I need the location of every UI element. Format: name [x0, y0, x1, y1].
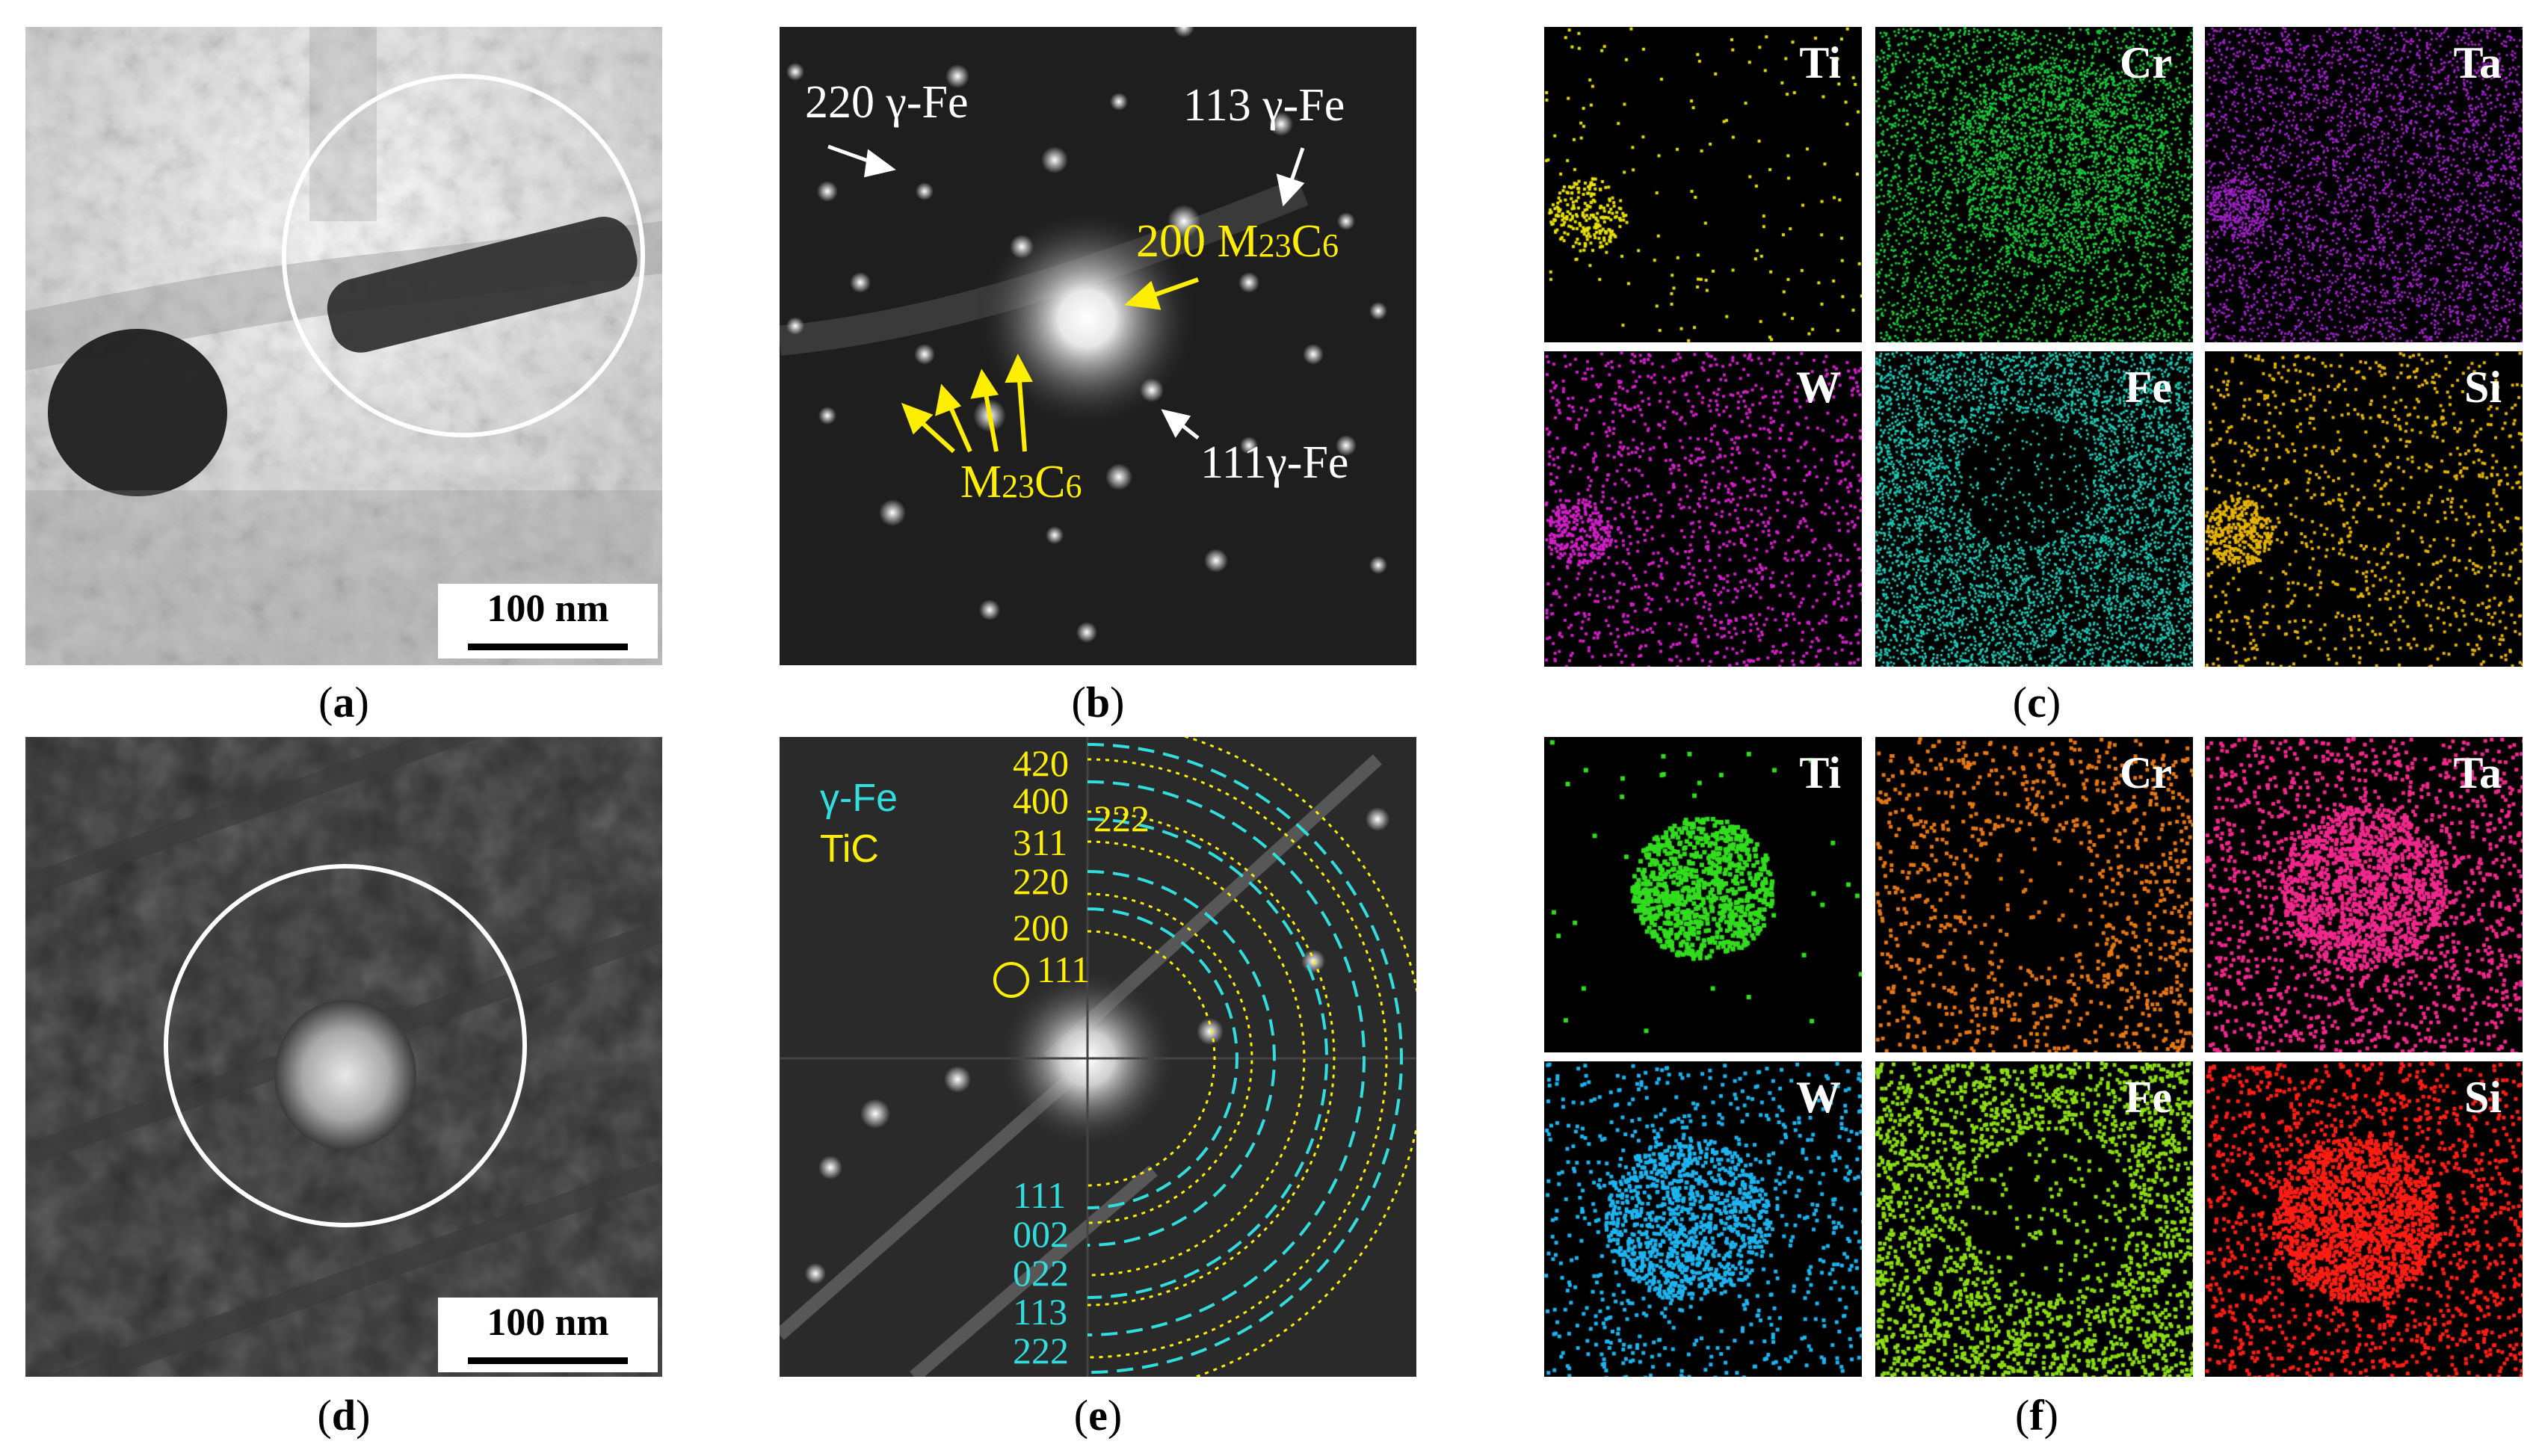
- element-label: W: [1796, 363, 1841, 412]
- caption-c: (c): [2012, 678, 2061, 727]
- gamma-fe-ring-label: 113: [1013, 1291, 1068, 1333]
- element-label: Ta: [2453, 38, 2502, 87]
- element-label: Si: [2464, 363, 2502, 412]
- gamma-fe-ring: [1087, 780, 1366, 1336]
- label-220-gamma-fe: 220 γ-Fe: [805, 77, 969, 128]
- caption-b: (b): [1071, 678, 1125, 727]
- gamma-fe-ring-label: 022: [1013, 1252, 1069, 1294]
- tic-ring-label: 220: [1013, 860, 1069, 902]
- eds-map-dots: [1544, 351, 1862, 667]
- tic-ring-label: 400: [1013, 780, 1069, 821]
- caption-a: (a): [318, 678, 369, 727]
- eds-map-f-tile: Ta: [2205, 737, 2523, 1052]
- tic-111-spot-circle: [993, 962, 1029, 998]
- eds-map-f-tile: W: [1544, 1061, 1862, 1377]
- tic-ring: [1087, 758, 1388, 1359]
- gamma-fe-ring-label: 002: [1013, 1213, 1069, 1255]
- tic-ring-label: 111: [1037, 948, 1090, 990]
- element-label: Fe: [2124, 363, 2172, 412]
- gamma-fe-ring: [1087, 907, 1238, 1209]
- eds-map-dots: [1875, 1061, 2193, 1377]
- scale-bar-label: 100 nm: [487, 587, 609, 630]
- gamma-fe-ring-label: 222: [1013, 1330, 1069, 1372]
- caption-d: (d): [317, 1391, 371, 1440]
- selected-area-circle: [164, 864, 527, 1227]
- caption-e: (e): [1073, 1391, 1123, 1440]
- tic-ring: [1182, 737, 1416, 1377]
- eds-map-dots: [1544, 1061, 1862, 1377]
- gamma-fe-ring: [1087, 818, 1328, 1299]
- eds-map-dots: [1875, 27, 2193, 342]
- eds-map-c-tile: Ta: [2205, 27, 2523, 342]
- label-200-m23c6: 200 M23C6: [1136, 216, 1339, 267]
- eds-map-c-tile: Si: [2205, 351, 2523, 667]
- legend-tic: TiC: [820, 827, 879, 871]
- label-m23c6: M23C6: [960, 457, 1082, 508]
- eds-map-dots: [2205, 737, 2523, 1052]
- element-label: W: [1796, 1073, 1841, 1122]
- tic-ring-label: 311: [1013, 821, 1068, 863]
- element-label: Ta: [2453, 748, 2502, 798]
- eds-map-c-tile: Cr: [1875, 27, 2193, 342]
- label-113-gamma-fe: 113 γ-Fe: [1183, 80, 1345, 131]
- eds-map-c-tile: W: [1544, 351, 1862, 667]
- tic-ring: [1087, 930, 1216, 1187]
- element-label: Cr: [2120, 748, 2172, 798]
- tic-ring: [1087, 840, 1306, 1277]
- eds-map-c-tile: Ti: [1544, 27, 1862, 342]
- scale-bar-line: [468, 644, 628, 650]
- selected-area-circle: [282, 74, 645, 437]
- panel-a-image: 100 nm: [25, 27, 662, 665]
- eds-map-dots: [1875, 737, 2193, 1052]
- eds-map-dots: [2205, 351, 2523, 667]
- gamma-fe-ring: [1087, 743, 1403, 1374]
- gamma-fe-ring-label: 111: [1013, 1174, 1067, 1216]
- eds-map-dots: [1875, 351, 2193, 667]
- eds-map-dots: [2205, 27, 2523, 342]
- tic-ring-label: 420: [1013, 742, 1069, 784]
- eds-map-dots: [2205, 1061, 2523, 1377]
- gamma-fe-ring: [1087, 870, 1276, 1247]
- element-label: Ti: [1799, 748, 1841, 798]
- eds-map-c-tile: Fe: [1875, 351, 2193, 667]
- eds-map-f-tile: Si: [2205, 1061, 2523, 1377]
- scale-bar-d: 100 nm: [438, 1298, 658, 1372]
- eds-map-f-tile: Cr: [1875, 737, 2193, 1052]
- label-111-gamma-fe: 111γ-Fe: [1200, 437, 1349, 488]
- panel-b-image: 220 γ-Fe 113 γ-Fe 200 M23C6 111γ-Fe M23C…: [780, 27, 1416, 665]
- scale-bar-label: 100 nm: [487, 1301, 609, 1344]
- scale-bar-a: 100 nm: [438, 584, 658, 658]
- element-label: Ti: [1799, 38, 1841, 87]
- eds-map-dots: [1544, 27, 1862, 342]
- eds-map-dots: [1544, 737, 1862, 1052]
- element-label: Si: [2464, 1073, 2502, 1122]
- tic-ring-label-extra: 222: [1093, 798, 1150, 839]
- caption-f: (f): [2015, 1391, 2058, 1440]
- tic-ring: [1087, 810, 1336, 1307]
- panel-d-image: 100 nm: [25, 737, 662, 1377]
- legend-gamma-fe: γ-Fe: [820, 777, 898, 820]
- tic-ring-label: 200: [1013, 907, 1069, 948]
- eds-map-f-tile: Ti: [1544, 737, 1862, 1052]
- element-label: Fe: [2124, 1073, 2172, 1122]
- scale-bar-line: [468, 1357, 628, 1364]
- eds-map-f-tile: Fe: [1875, 1061, 2193, 1377]
- panel-e-image: γ-Fe TiC 420 400 311 220 200 111 222 111 002 022 1…: [780, 737, 1416, 1377]
- element-label: Cr: [2120, 38, 2172, 87]
